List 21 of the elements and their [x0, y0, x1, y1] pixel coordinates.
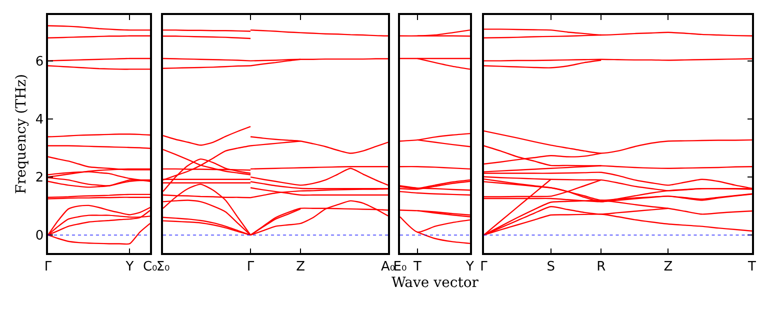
x-tick-label: T	[747, 259, 756, 274]
x-tick-label: Z	[664, 259, 673, 274]
x-tick-label: Σ₀	[156, 259, 170, 274]
x-tick-label: Γ	[246, 259, 255, 274]
x-tick-label: T	[412, 259, 422, 274]
x-axis-title: Wave vector	[392, 275, 479, 292]
y-tick-label: 6	[35, 54, 44, 70]
x-tick-label: S	[546, 259, 555, 274]
x-tick-label: Z	[296, 259, 306, 274]
x-tick-label: A₀	[380, 259, 396, 274]
y-axis-title: Frequency (THz)	[13, 74, 30, 194]
x-tick-label: E₀	[393, 259, 407, 274]
x-tick-label: Y	[124, 259, 134, 274]
x-tick-label: Y	[465, 259, 474, 274]
x-tick-label: C₀	[142, 259, 158, 274]
y-tick-label: 0	[35, 228, 44, 244]
x-tick-label: Γ	[44, 259, 52, 274]
x-tick-label: Γ	[480, 259, 488, 274]
x-tick-label: R	[596, 259, 606, 274]
y-tick-label: 4	[35, 112, 44, 128]
y-tick-label: 2	[35, 170, 44, 186]
